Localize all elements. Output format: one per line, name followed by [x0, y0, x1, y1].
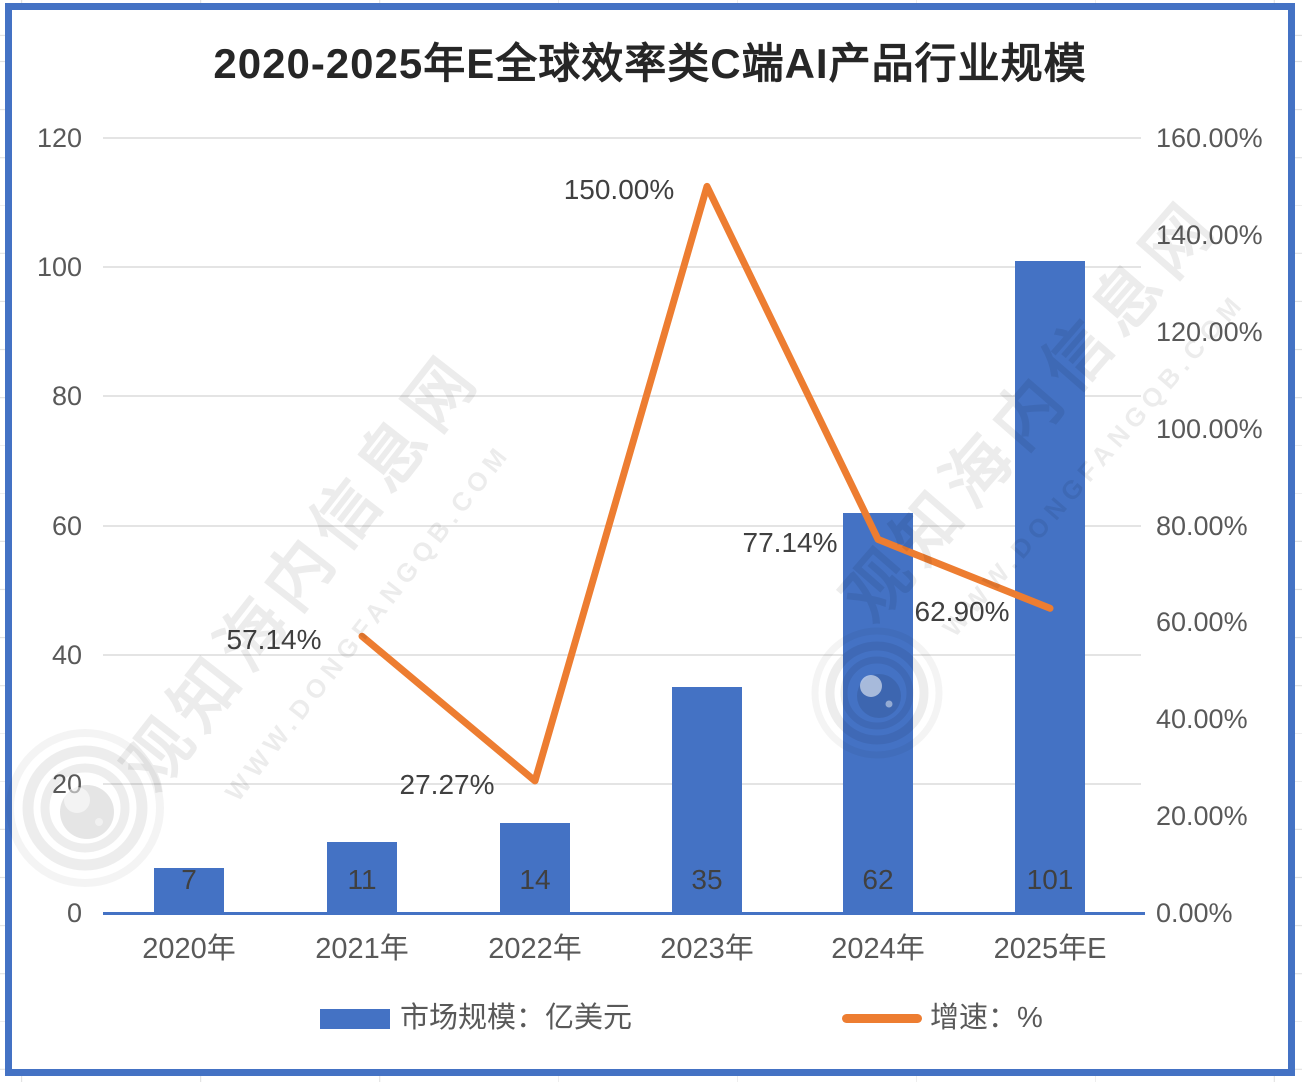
bar[interactable]	[500, 822, 570, 913]
x-axis-label: 2020年	[142, 933, 236, 965]
left-axis-tick-label: 40	[51, 639, 82, 670]
bar-value-label: 14	[519, 864, 551, 895]
gridline	[103, 524, 1141, 527]
legend-line-label[interactable]: 增速：%	[930, 1002, 1043, 1034]
bar[interactable]	[1015, 260, 1085, 913]
right-axis-tick-label: 160.00%	[1156, 123, 1263, 153]
x-axis-label: 2023年	[660, 933, 754, 965]
line-value-label: 57.14%	[226, 624, 322, 656]
gridline	[103, 395, 1141, 398]
chart-title: 2020-2025年E全球效率类C端AI产品行业规模	[213, 40, 1087, 87]
right-axis-tick-label: 140.00%	[1156, 219, 1263, 250]
right-axis-tick-label: 120.00%	[1156, 316, 1263, 347]
bar-value-label: 101	[1026, 864, 1074, 895]
x-axis-label: 2021年	[315, 933, 409, 965]
x-axis-label: 2024年	[831, 933, 925, 965]
legend-bar-label[interactable]: 市场规模：亿美元	[400, 1002, 633, 1034]
line-value-label: 77.14%	[742, 527, 838, 559]
x-axis-line	[103, 912, 1145, 915]
legend-line-swatch[interactable]	[842, 1014, 922, 1023]
bar[interactable]	[843, 512, 913, 913]
bar[interactable]	[672, 686, 742, 913]
bar-value-label: 11	[347, 864, 377, 895]
gridline	[103, 782, 1141, 785]
x-axis-label: 2025年E	[993, 933, 1107, 965]
left-axis-tick-label: 60	[51, 510, 82, 541]
bar-value-label: 7	[181, 864, 197, 895]
left-axis-tick-label: 100	[36, 252, 82, 283]
right-axis-tick-label: 80.00%	[1156, 510, 1248, 541]
right-axis-tick-label: 60.00%	[1156, 607, 1248, 638]
legend-bar-swatch[interactable]	[320, 1009, 390, 1029]
bar[interactable]	[154, 867, 224, 913]
line-value-label: 62.90%	[914, 596, 1010, 628]
gridline	[103, 137, 1141, 139]
x-axis-label: 2022年	[488, 933, 582, 965]
gridline	[103, 266, 1141, 269]
right-axis-tick-label: 100.00%	[1156, 413, 1263, 444]
bar[interactable]	[327, 841, 397, 913]
right-axis-tick-label: 40.00%	[1156, 704, 1248, 735]
bar-value-label: 35	[691, 864, 723, 895]
left-axis-tick-label: 120	[36, 123, 82, 153]
left-axis-tick-label: 80	[51, 381, 82, 412]
legend: 市场规模：亿美元 增速：%	[0, 1000, 1302, 1040]
gridline	[103, 653, 1141, 656]
right-axis-tick-label: 20.00%	[1156, 801, 1248, 832]
right-axis-tick-label: 0.00%	[1156, 898, 1233, 928]
bar-value-label: 62	[862, 864, 894, 895]
line-value-label: 150.00%	[563, 174, 675, 206]
line-value-label: 27.27%	[399, 768, 495, 800]
left-axis-tick-label: 0	[66, 898, 82, 928]
